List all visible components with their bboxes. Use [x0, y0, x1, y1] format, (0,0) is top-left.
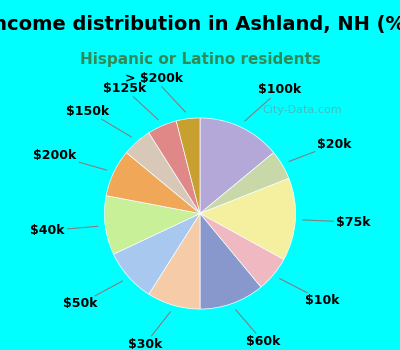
Wedge shape	[200, 118, 274, 214]
Wedge shape	[104, 196, 200, 254]
Text: > $200k: > $200k	[125, 72, 186, 112]
Wedge shape	[176, 118, 200, 214]
Text: City-Data.com: City-Data.com	[262, 105, 342, 115]
Text: $150k: $150k	[66, 105, 132, 137]
Wedge shape	[200, 153, 289, 214]
Text: $50k: $50k	[63, 281, 122, 310]
Wedge shape	[200, 214, 261, 309]
Text: $10k: $10k	[280, 279, 340, 307]
Text: $200k: $200k	[33, 149, 107, 170]
Text: Income distribution in Ashland, NH (%): Income distribution in Ashland, NH (%)	[0, 15, 400, 34]
Wedge shape	[200, 178, 296, 260]
Wedge shape	[126, 133, 200, 214]
Wedge shape	[149, 121, 200, 214]
Wedge shape	[106, 153, 200, 214]
Text: $30k: $30k	[128, 312, 170, 350]
Wedge shape	[114, 214, 200, 294]
Text: $100k: $100k	[245, 84, 301, 121]
Text: Hispanic or Latino residents: Hispanic or Latino residents	[80, 52, 320, 67]
Text: $75k: $75k	[303, 216, 371, 229]
Wedge shape	[149, 214, 200, 309]
Text: $60k: $60k	[236, 310, 281, 349]
Text: $125k: $125k	[102, 82, 158, 120]
Wedge shape	[200, 214, 284, 287]
Text: $40k: $40k	[30, 224, 98, 237]
Text: $20k: $20k	[289, 138, 352, 162]
